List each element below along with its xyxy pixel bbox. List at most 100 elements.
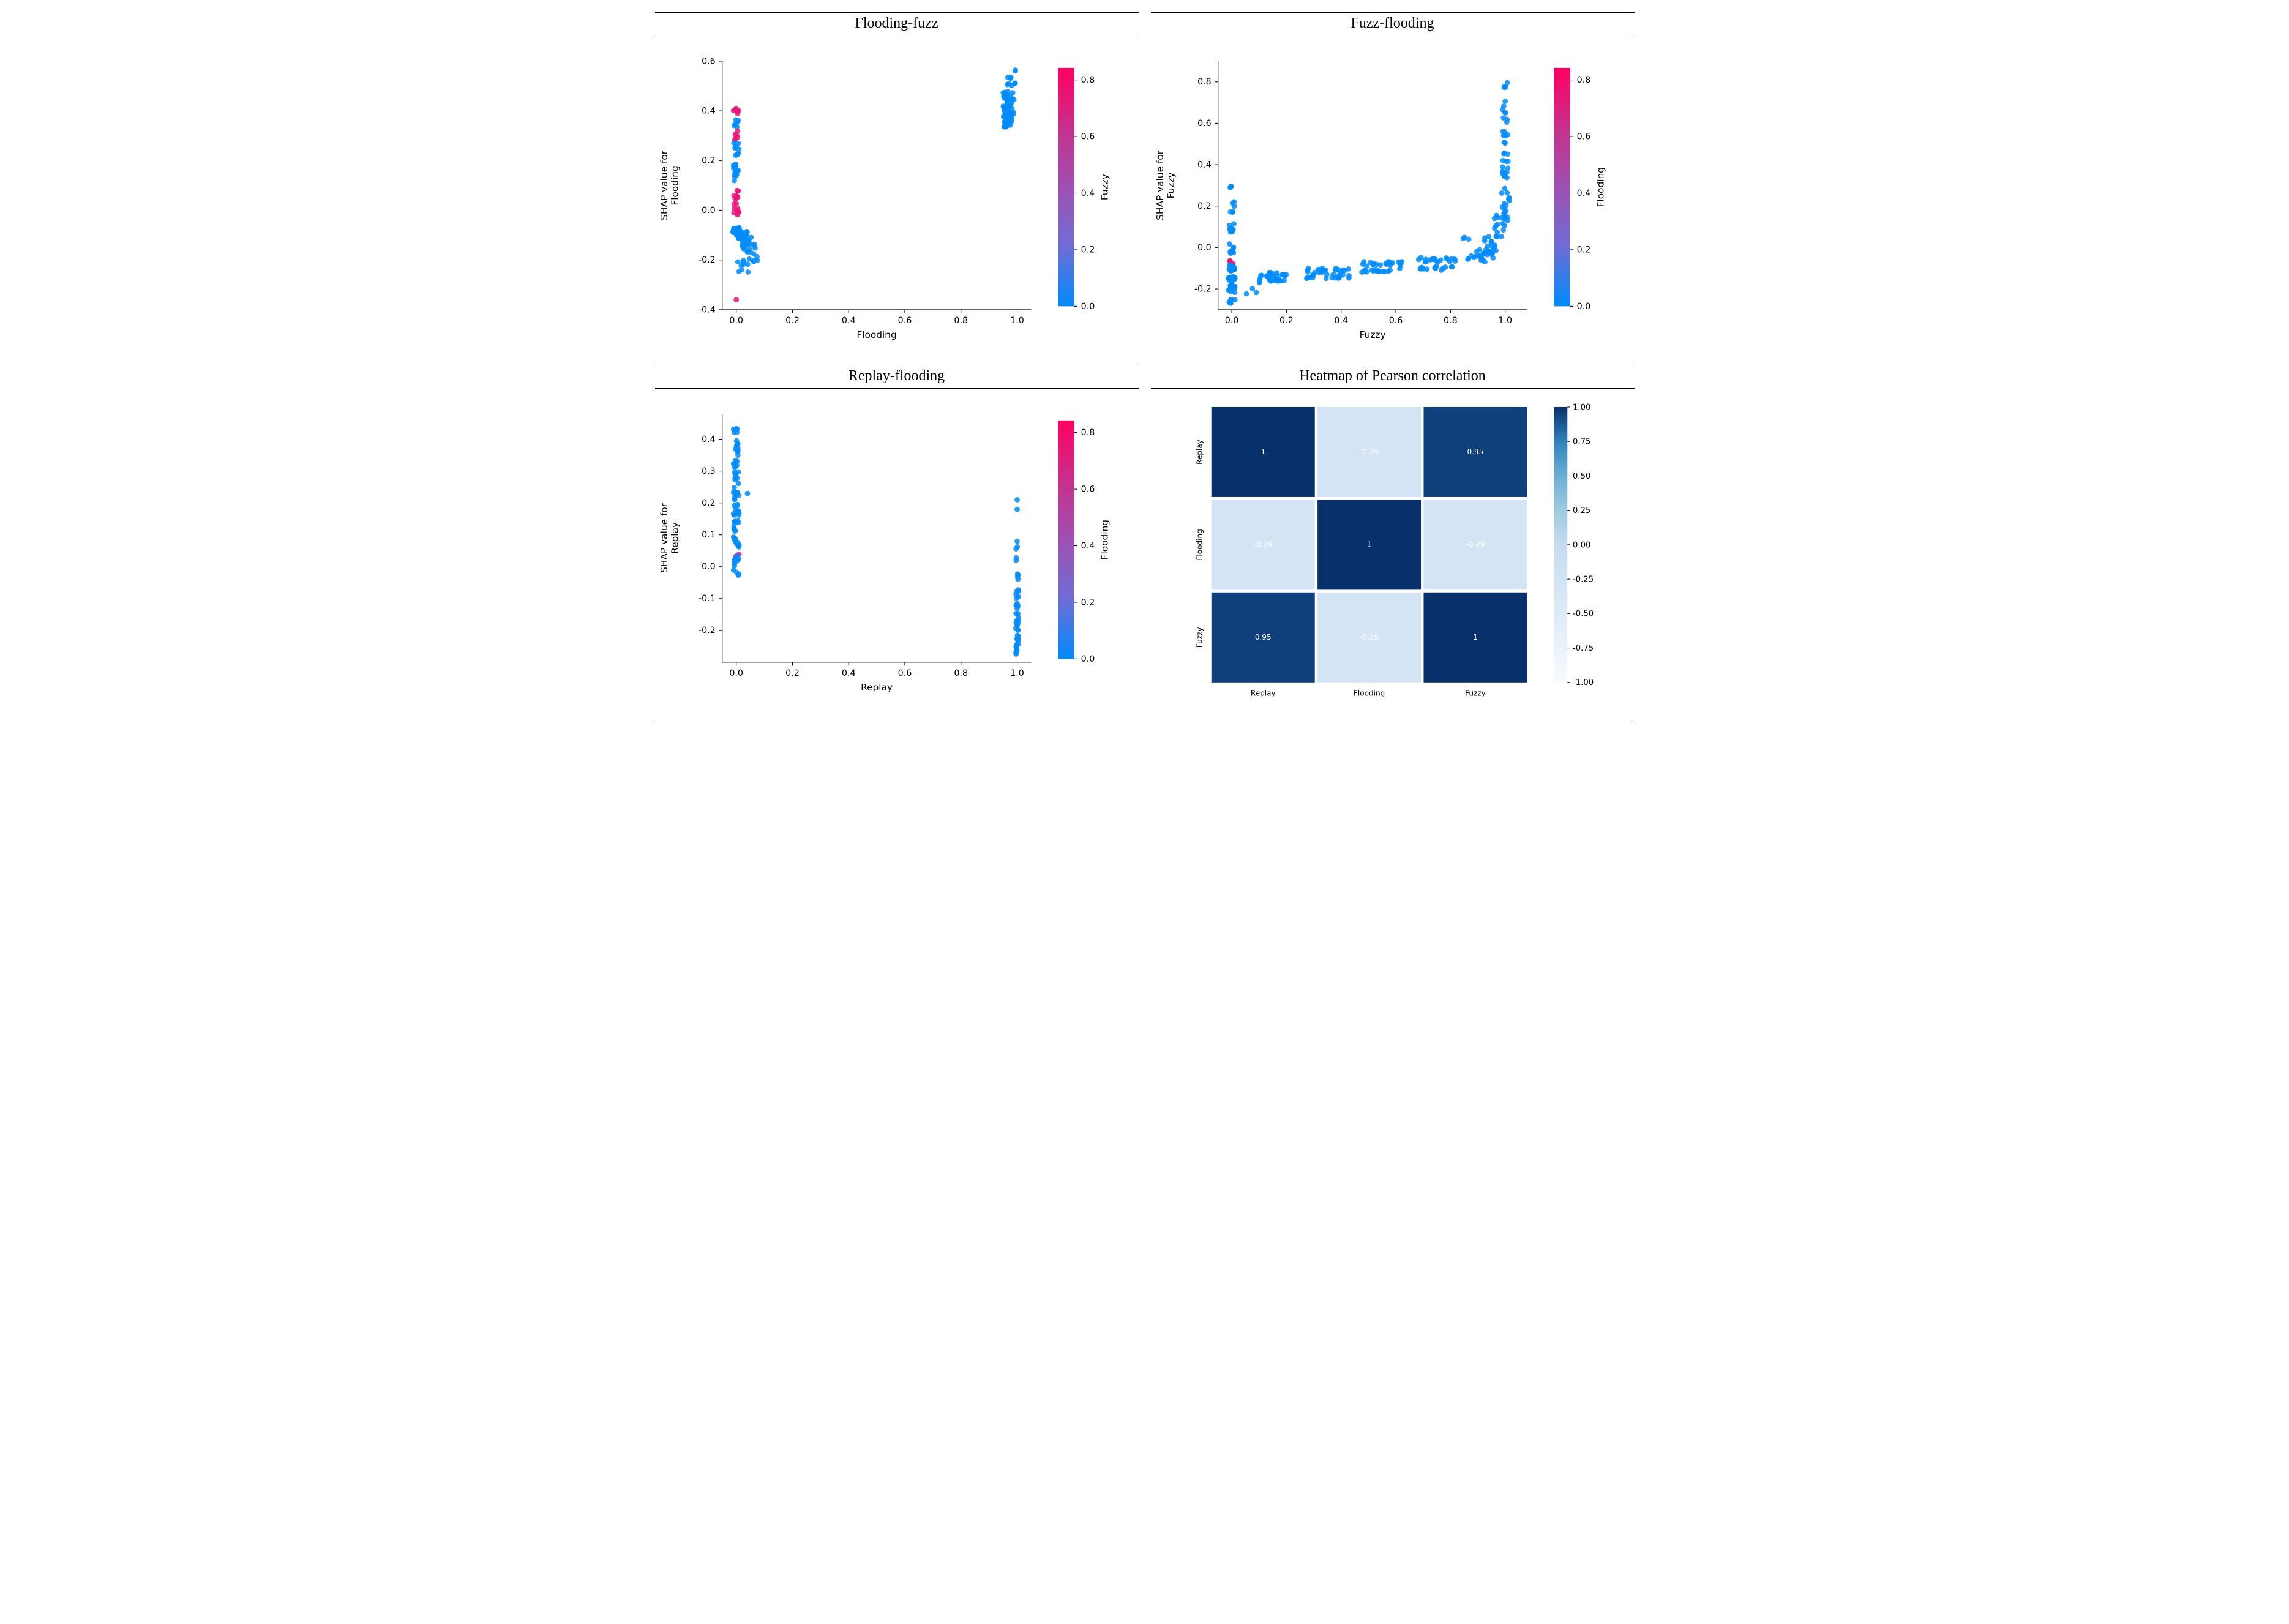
svg-text:-0.4: -0.4 — [698, 305, 715, 315]
svg-text:0.6: 0.6 — [1388, 316, 1403, 326]
chart-container: 0.0 0.2 0.4 0.6 0.8 1.0 -0.2 -0.1 0.0 0.1 0.2 0.3 0.… — [655, 389, 1139, 711]
svg-text:Flooding: Flooding — [1195, 529, 1204, 560]
svg-text:0.0: 0.0 — [1081, 302, 1095, 312]
svg-text:0.4: 0.4 — [1081, 541, 1095, 551]
panel-title: Replay-flooding — [655, 365, 1139, 389]
svg-text:0.00: 0.00 — [1573, 541, 1590, 550]
chart-container: 1-0.290.95-0.291-0.290.95-0.291ReplayFlo… — [1151, 389, 1635, 718]
svg-text:0.2: 0.2 — [1081, 597, 1095, 607]
panel-flooding-fuzz: Flooding-fuzz 0.0 0.2 0.4 0.6 0.8 1.0 -0.4 -0.2… — [655, 12, 1139, 359]
scatter-plot: 0.00.20.40.60.81.0-0.4-0.20.00.20.40.6Fl… — [655, 41, 1139, 350]
svg-text:1.0: 1.0 — [1498, 316, 1512, 326]
svg-text:Replay: Replay — [861, 682, 893, 693]
svg-text:Replay: Replay — [669, 522, 680, 554]
svg-text:-1.00: -1.00 — [1573, 678, 1594, 687]
svg-text:0.4: 0.4 — [841, 316, 855, 326]
svg-text:0.0: 0.0 — [729, 668, 743, 678]
svg-text:0.2: 0.2 — [1197, 201, 1212, 211]
svg-text:-0.25: -0.25 — [1573, 575, 1594, 584]
svg-text:1: 1 — [1366, 540, 1371, 548]
figure-grid: Flooding-fuzz 0.0 0.2 0.4 0.6 0.8 1.0 -0.4 -0.2… — [655, 12, 1635, 724]
svg-text:1: 1 — [1473, 633, 1478, 642]
panel-replay-flooding: Replay-flooding 0.0 0.2 0.4 0.6 0.8 1.0 -0.2 -0… — [655, 365, 1139, 718]
svg-text:-0.2: -0.2 — [1194, 284, 1211, 294]
scatter-plot: 0.0 0.2 0.4 0.6 0.8 1.0 -0.2 -0.1 0.0 0.1 0.2 0.3 0.… — [655, 394, 1139, 703]
svg-text:0.1: 0.1 — [702, 530, 716, 540]
svg-text:0.50: 0.50 — [1573, 472, 1590, 481]
svg-text:0.6: 0.6 — [897, 668, 912, 678]
svg-text:0.8: 0.8 — [954, 316, 968, 326]
svg-text:Replay: Replay — [1250, 689, 1275, 697]
svg-text:Fuzzy: Fuzzy — [1359, 329, 1385, 340]
svg-text:0.0: 0.0 — [1224, 316, 1238, 326]
svg-text:0.95: 0.95 — [1254, 633, 1271, 642]
svg-text:0.25: 0.25 — [1573, 506, 1590, 515]
svg-text:0.6: 0.6 — [1576, 132, 1590, 141]
svg-text:0.4: 0.4 — [1197, 160, 1212, 170]
svg-text:0.0: 0.0 — [702, 562, 716, 572]
svg-text:Fuzzy: Fuzzy — [1465, 689, 1486, 697]
svg-text:0.8: 0.8 — [1081, 428, 1095, 438]
svg-text:0.3: 0.3 — [702, 466, 716, 476]
svg-text:0.0: 0.0 — [702, 206, 716, 215]
svg-text:0.6: 0.6 — [702, 56, 716, 66]
svg-text:0.0: 0.0 — [729, 316, 743, 326]
panel-title: Fuzz-flooding — [1151, 12, 1635, 36]
panel-fuzz-flooding: Fuzz-flooding 0.00.20.40.60.81.0-0.20.00… — [1151, 12, 1635, 359]
chart-container: 0.0 0.2 0.4 0.6 0.8 1.0 -0.2 0.0 0.2 0.4 0.6 0.8 Fuz… — [1151, 36, 1635, 359]
svg-text:SHAP value for: SHAP value for — [658, 503, 669, 573]
svg-text:0.4: 0.4 — [1334, 316, 1348, 326]
svg-text:0.2: 0.2 — [1081, 245, 1095, 255]
svg-text:0.75: 0.75 — [1573, 437, 1590, 446]
svg-text:-0.29: -0.29 — [1253, 540, 1272, 548]
scatter-plot: 0.0 0.2 0.4 0.6 0.8 1.0 -0.2 0.0 0.2 0.4 0.6 0.8 Fuz… — [1151, 41, 1635, 350]
svg-text:0.4: 0.4 — [702, 106, 716, 116]
svg-text:0.0: 0.0 — [1081, 654, 1095, 664]
svg-text:0.2: 0.2 — [702, 156, 716, 166]
svg-text:0.0: 0.0 — [1197, 243, 1212, 253]
svg-text:Fuzzy: Fuzzy — [1099, 174, 1110, 200]
svg-text:0.8: 0.8 — [1444, 316, 1458, 326]
svg-text:Flooding: Flooding — [1099, 520, 1110, 559]
svg-text:0.4: 0.4 — [841, 668, 855, 678]
svg-text:1.00: 1.00 — [1573, 403, 1590, 412]
svg-text:0.2: 0.2 — [1279, 316, 1294, 326]
svg-text:0.8: 0.8 — [1197, 77, 1212, 87]
svg-text:Flooding: Flooding — [1595, 167, 1606, 207]
svg-text:Fuzzy: Fuzzy — [1165, 172, 1176, 198]
panel-title: Flooding-fuzz — [655, 12, 1139, 36]
svg-text:SHAP value for: SHAP value for — [658, 150, 669, 220]
svg-text:-0.75: -0.75 — [1573, 644, 1594, 653]
svg-text:1.0: 1.0 — [1010, 668, 1024, 678]
svg-text:Flooding: Flooding — [1353, 689, 1384, 697]
svg-text:SHAP value for: SHAP value for — [1154, 150, 1165, 220]
svg-text:0.4: 0.4 — [1576, 189, 1590, 198]
svg-text:-0.1: -0.1 — [698, 594, 715, 604]
svg-text:Replay: Replay — [1195, 440, 1204, 465]
svg-text:0.2: 0.2 — [702, 498, 716, 508]
svg-text:-0.29: -0.29 — [1466, 540, 1485, 548]
svg-text:-0.2: -0.2 — [698, 626, 715, 635]
svg-text:0.8: 0.8 — [954, 668, 968, 678]
svg-text:0.6: 0.6 — [1197, 119, 1212, 129]
panel-heatmap: Heatmap of Pearson correlation 1 -0.29 0.9… — [1151, 365, 1635, 718]
svg-text:0.2: 0.2 — [785, 668, 800, 678]
svg-text:Flooding: Flooding — [669, 165, 680, 205]
svg-text:0.4: 0.4 — [1081, 189, 1095, 198]
svg-text:0.6: 0.6 — [1081, 132, 1095, 141]
svg-text:Fuzzy: Fuzzy — [1195, 627, 1204, 648]
heatmap-plot: 1-0.290.95-0.291-0.290.95-0.291ReplayFlo… — [1151, 394, 1635, 709]
svg-text:1.0: 1.0 — [1010, 316, 1024, 326]
svg-text:0.4: 0.4 — [702, 435, 716, 444]
chart-container: 0.00.20.40.60.81.0-0.4-0.20.00.20.40.6Fl… — [655, 36, 1139, 359]
svg-text:0.2: 0.2 — [785, 316, 800, 326]
svg-text:Flooding: Flooding — [856, 329, 896, 340]
svg-text:-0.29: -0.29 — [1360, 447, 1379, 456]
svg-text:0.6: 0.6 — [897, 316, 912, 326]
svg-text:0.0: 0.0 — [1576, 302, 1590, 312]
panel-title: Heatmap of Pearson correlation — [1151, 365, 1635, 389]
svg-text:-0.2: -0.2 — [698, 255, 715, 265]
svg-text:0.2: 0.2 — [1576, 245, 1590, 255]
svg-text:1: 1 — [1261, 447, 1265, 456]
svg-text:0.8: 0.8 — [1081, 75, 1095, 85]
